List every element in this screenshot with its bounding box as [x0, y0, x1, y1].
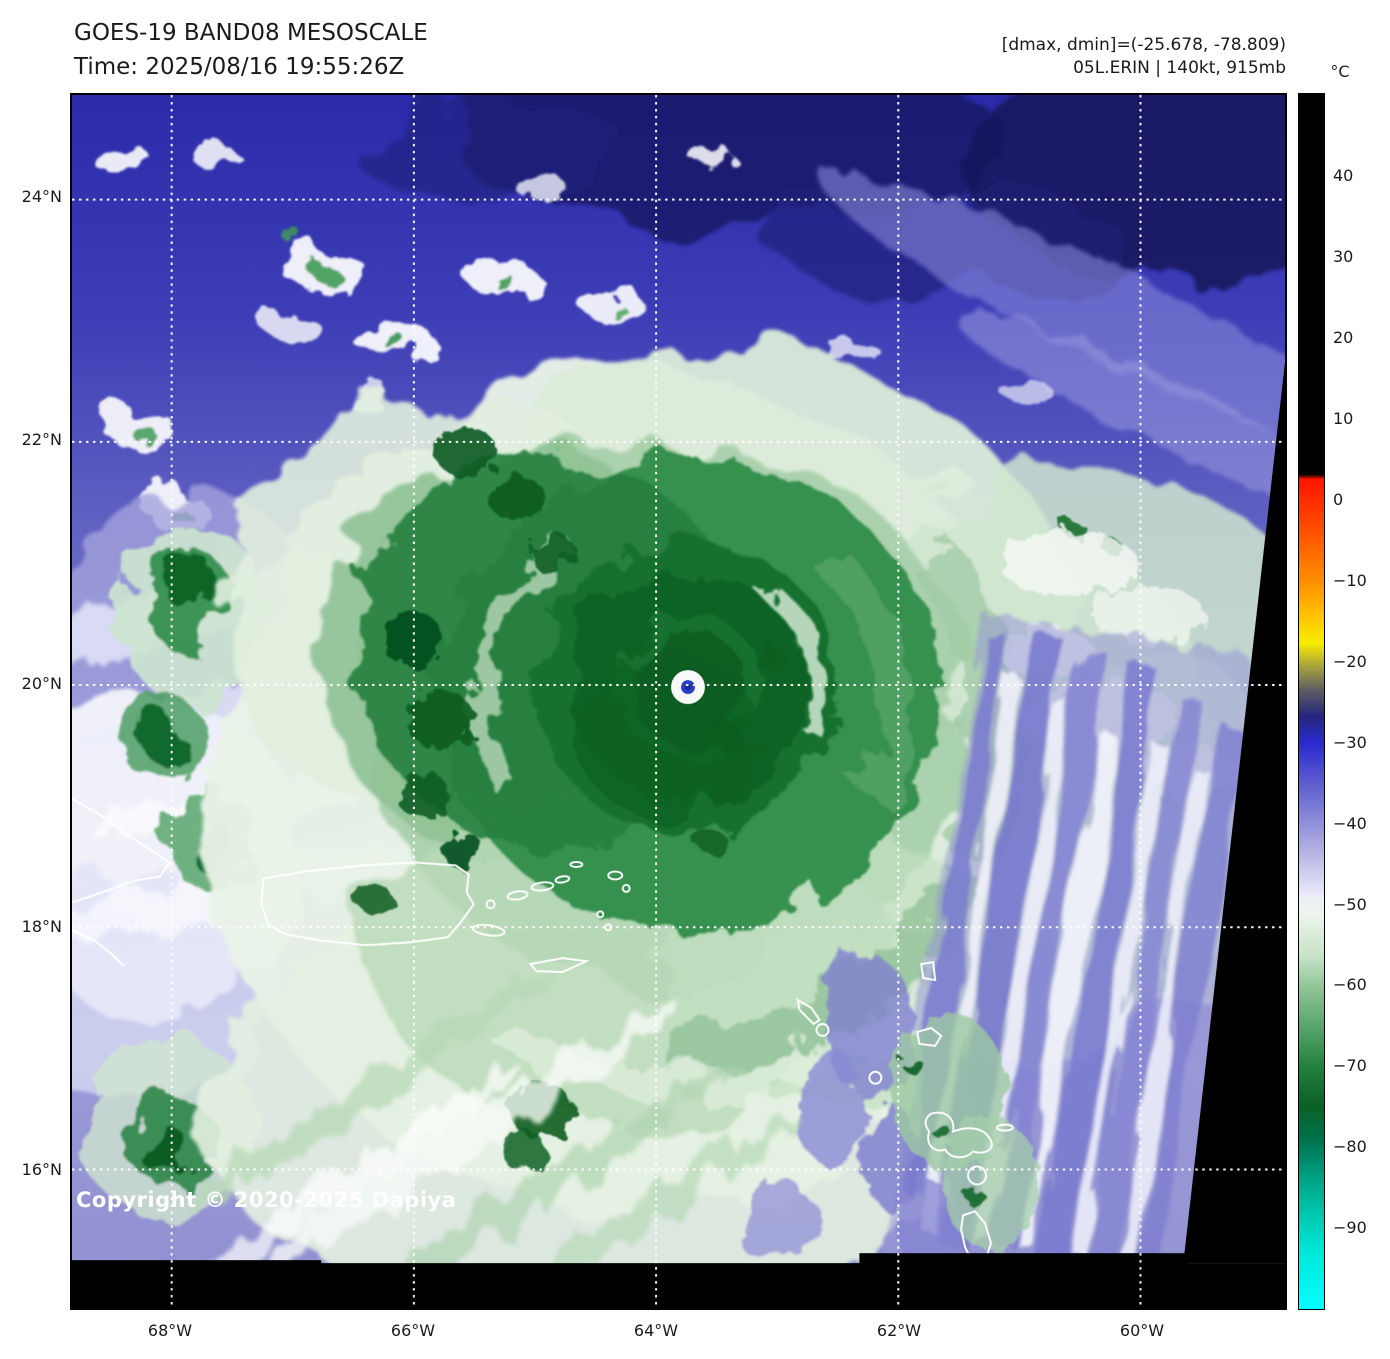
header-block: GOES-19 BAND08 MESOSCALE Time: 2025/08/1…	[74, 16, 428, 84]
lon-label-64w: 64°W	[633, 1321, 679, 1340]
coastline-hispaniola	[72, 797, 172, 904]
hurricane-eye	[671, 670, 705, 704]
copyright-text: Copyright © 2020-2025 Dapiya	[76, 1188, 457, 1212]
coastline-hispaniola-south	[72, 929, 125, 967]
lat-label-22n: 22°N	[21, 430, 62, 449]
lat-label-20n: 20°N	[21, 674, 62, 693]
colorbar-tick: −80	[1333, 1137, 1367, 1156]
coastline-vieques	[471, 923, 506, 937]
lon-label-60w: 60°W	[1119, 1321, 1165, 1340]
lat-label-18n: 18°N	[21, 917, 62, 936]
island-convection	[891, 1013, 1039, 1250]
colorbar-tick: 30	[1333, 247, 1354, 266]
storm-readout: 05L.ERIN | 140kt, 915mb	[1073, 58, 1286, 78]
coastline-tortola	[530, 881, 555, 892]
coastline-saba	[596, 910, 605, 919]
coastline-montserrat	[868, 1070, 883, 1085]
colorbar-tick: −60	[1333, 975, 1367, 994]
coastline-nevis	[815, 1022, 830, 1037]
coastlines	[72, 797, 1014, 1265]
coastline-marie-galante	[967, 1165, 987, 1186]
storm-info-block: [dmax, dmin]=(-25.678, -78.809) 05L.ERIN…	[1002, 34, 1286, 80]
coastline-st-martin	[607, 870, 624, 881]
satellite-map: Copyright © 2020-2025 Dapiya	[70, 93, 1287, 1310]
colorbar-unit-label: °C	[1330, 62, 1350, 81]
colorbar-gradient	[1298, 93, 1325, 1310]
colorbar-tick: −40	[1333, 814, 1367, 833]
coastline-guadeloupe	[924, 1111, 993, 1159]
timestamp: Time: 2025/08/16 19:55:26Z	[74, 54, 405, 80]
lon-label-62w: 62°W	[876, 1321, 922, 1340]
coastline-antigua	[916, 1026, 943, 1047]
lat-label-16n: 16°N	[21, 1160, 62, 1179]
colorbar-tick: 10	[1333, 409, 1354, 428]
coastline-st-kitts	[796, 998, 821, 1026]
coastline-st-thomas	[506, 890, 529, 901]
colorbar-tick: −20	[1333, 652, 1367, 671]
colorbar-tick: −10	[1333, 571, 1367, 590]
coastline-st-barth	[621, 883, 631, 893]
coastline-virgin-gorda	[554, 875, 571, 884]
lon-label-66w: 66°W	[390, 1321, 436, 1340]
lat-label-24n: 24°N	[21, 187, 62, 206]
colorbar-tick: 40	[1333, 166, 1354, 185]
page-title: GOES-19 BAND08 MESOSCALE	[74, 20, 428, 46]
colorbar-tick: 20	[1333, 328, 1354, 347]
coastline-puerto-rico	[260, 861, 475, 947]
colorbar-tick: −90	[1333, 1218, 1367, 1237]
coastline-barbuda	[920, 960, 937, 982]
coastline-culebra	[485, 899, 496, 910]
dmax-dmin-readout: [dmax, dmin]=(-25.678, -78.809)	[1001, 35, 1286, 55]
colorbar-tick: −50	[1333, 895, 1367, 914]
satellite-image	[72, 95, 1285, 1308]
cirrus-swath-topright	[826, 176, 1285, 538]
colorbar-tick: 0	[1333, 490, 1344, 509]
colorbar-tick: −30	[1333, 733, 1367, 752]
coastline-la-desirade	[995, 1123, 1014, 1132]
colorbar-tick: −70	[1333, 1056, 1367, 1075]
coastline-anegada	[569, 860, 584, 868]
lon-label-68w: 68°W	[147, 1321, 193, 1340]
coastline-st-croix	[528, 957, 590, 974]
